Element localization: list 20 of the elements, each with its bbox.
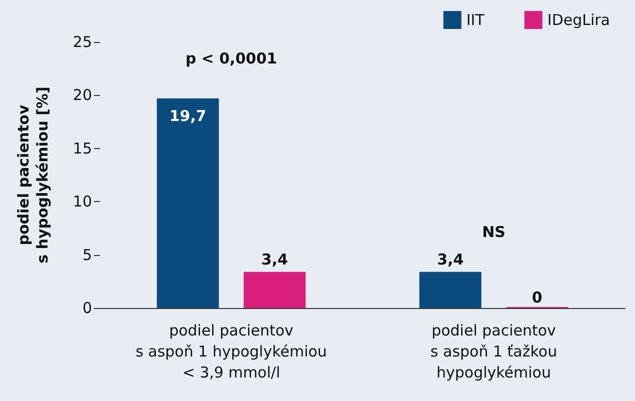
y-tick-label: 20: [72, 86, 92, 104]
y-tick-label: 0: [82, 299, 92, 317]
bar: [156, 98, 219, 308]
x-tick-label: podiel pacientov s aspoň 1 hypoglykémiou < 3,9 mmol/l: [136, 322, 327, 382]
legend-label: IDegLira: [547, 11, 610, 29]
annotation: NS: [482, 222, 506, 241]
data-label: 0: [532, 288, 542, 306]
legend-label: IIT: [466, 11, 486, 29]
y-tick-label: 5: [82, 246, 92, 264]
y-tick-label: 10: [72, 192, 92, 211]
annotation: p < 0,0001: [185, 49, 278, 68]
x-tick-label: podiel pacientov s aspoň 1 ťažkou hypoglykémiou: [430, 322, 558, 382]
bar: [244, 272, 306, 308]
y-tick-label: 25: [72, 33, 92, 51]
data-label: 3,4: [437, 250, 464, 268]
data-label: 3,4: [261, 250, 288, 268]
data-label: 19,7: [169, 106, 206, 125]
bar: [419, 272, 482, 308]
y-tick-label: 15: [72, 139, 92, 158]
y-axis-title: podiel pacientov s hypoglykémiou [%]: [14, 86, 52, 264]
